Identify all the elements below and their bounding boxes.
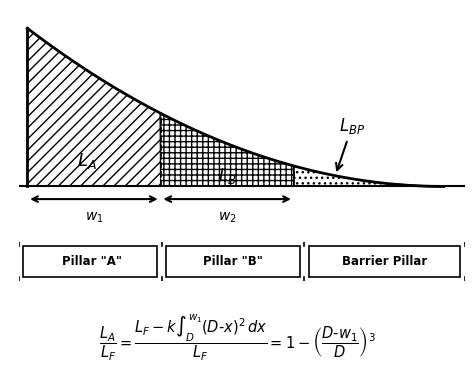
Polygon shape — [294, 166, 394, 186]
Text: $\dfrac{L_A}{L_F} = \dfrac{L_F - k\int_D^{w_1}(D\text{-}x)^2\,dx}{L_F} = 1 - \le: $\dfrac{L_A}{L_F} = \dfrac{L_F - k\int_D… — [99, 312, 375, 363]
Text: $L_B$: $L_B$ — [218, 166, 237, 186]
Polygon shape — [27, 28, 161, 186]
FancyBboxPatch shape — [166, 246, 300, 277]
Text: Pillar "A": Pillar "A" — [63, 255, 122, 268]
FancyBboxPatch shape — [23, 246, 157, 277]
Text: $w_2$: $w_2$ — [218, 210, 237, 225]
Text: $L_{BP}$: $L_{BP}$ — [336, 116, 365, 170]
FancyBboxPatch shape — [309, 246, 460, 277]
Polygon shape — [161, 113, 294, 186]
Text: Barrier Pillar: Barrier Pillar — [342, 255, 427, 268]
Text: $L_A$: $L_A$ — [77, 151, 97, 171]
Text: $w_1$: $w_1$ — [85, 210, 103, 225]
Text: Pillar "B": Pillar "B" — [203, 255, 263, 268]
